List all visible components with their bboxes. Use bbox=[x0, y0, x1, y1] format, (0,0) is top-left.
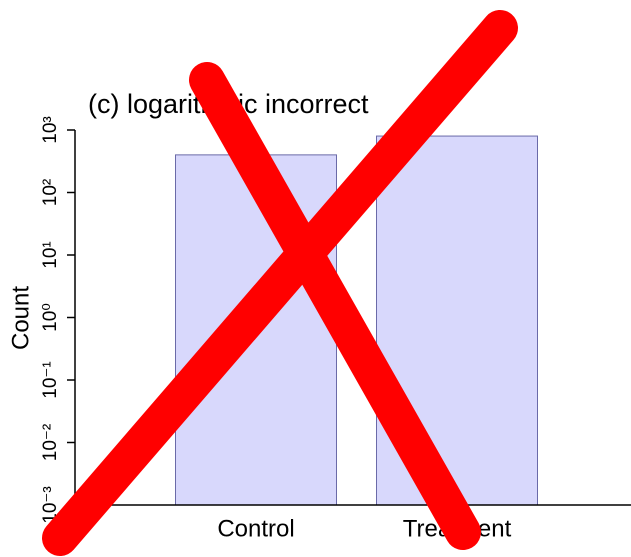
y-tick-label: 10⁻³ bbox=[40, 486, 61, 524]
y-tick-label: 10⁻¹ bbox=[40, 361, 61, 399]
y-tick-label: 10⁰ bbox=[40, 303, 61, 332]
y-tick-label: 10² bbox=[40, 179, 61, 206]
cross-out bbox=[42, 10, 518, 556]
y-tick-label: 10³ bbox=[40, 116, 61, 143]
cross-stroke bbox=[189, 62, 481, 550]
y-axis-label: Count bbox=[7, 286, 34, 350]
cross-stroke bbox=[42, 10, 518, 556]
x-tick-label: Control bbox=[217, 515, 294, 542]
y-tick-label: 10¹ bbox=[40, 241, 61, 268]
y-tick-label: 10⁻² bbox=[40, 424, 61, 462]
